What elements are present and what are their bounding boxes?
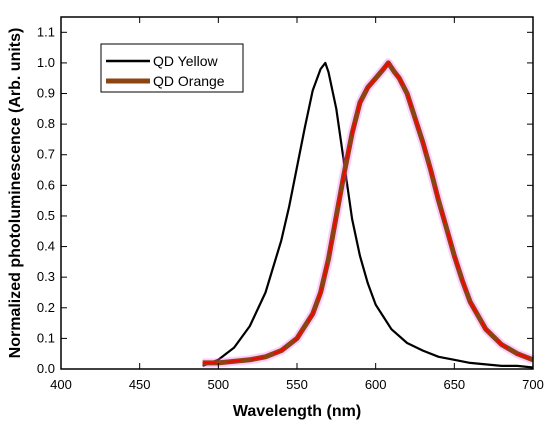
y-tick-label: 1.1 xyxy=(37,24,55,39)
y-tick-label: 0.1 xyxy=(37,330,55,345)
y-tick-label: 0.9 xyxy=(37,86,55,101)
y-axis-title: Normalized photoluminescence (Arb. units… xyxy=(7,28,24,359)
y-tick-labels: 0.0 0.1 0.2 0.3 0.4 0.5 0.6 0.7 0.8 0.9 1.0 1.1 xyxy=(37,24,55,376)
y-tick-label: 0.7 xyxy=(37,147,55,162)
x-tick-label: 550 xyxy=(286,377,308,392)
legend-box xyxy=(100,43,244,93)
x-tick-label: 700 xyxy=(522,377,544,392)
plot-content xyxy=(202,58,535,369)
x-axis-title: Wavelength (nm) xyxy=(233,403,361,420)
legend: QD Yellow QD Orange xyxy=(100,43,244,93)
y-tick-label: 0.6 xyxy=(37,177,55,192)
legend-label-qd-yellow: QD Yellow xyxy=(153,53,218,69)
series-highlight-qd-orange xyxy=(202,61,534,364)
x-tick-labels: 400 450 500 550 600 650 700 xyxy=(50,377,544,392)
x-tick-label: 450 xyxy=(129,377,151,392)
legend-label-qd-orange: QD Orange xyxy=(153,73,225,89)
y-tick-label: 0.4 xyxy=(37,239,55,254)
y-tick-label: 1.0 xyxy=(37,55,55,70)
y-tick-label: 0.8 xyxy=(37,116,55,131)
y-tick-label: 0.0 xyxy=(37,361,55,376)
y-tick-label: 0.5 xyxy=(37,208,55,223)
x-tick-label: 500 xyxy=(207,377,229,392)
x-tick-label: 400 xyxy=(50,377,72,392)
y-tick-label: 0.2 xyxy=(37,300,55,315)
x-tick-label: 650 xyxy=(443,377,465,392)
axis-ticks xyxy=(60,17,534,370)
series-glow-qd-orange xyxy=(202,58,535,368)
y-tick-label: 0.3 xyxy=(37,269,55,284)
x-tick-label: 600 xyxy=(365,377,387,392)
